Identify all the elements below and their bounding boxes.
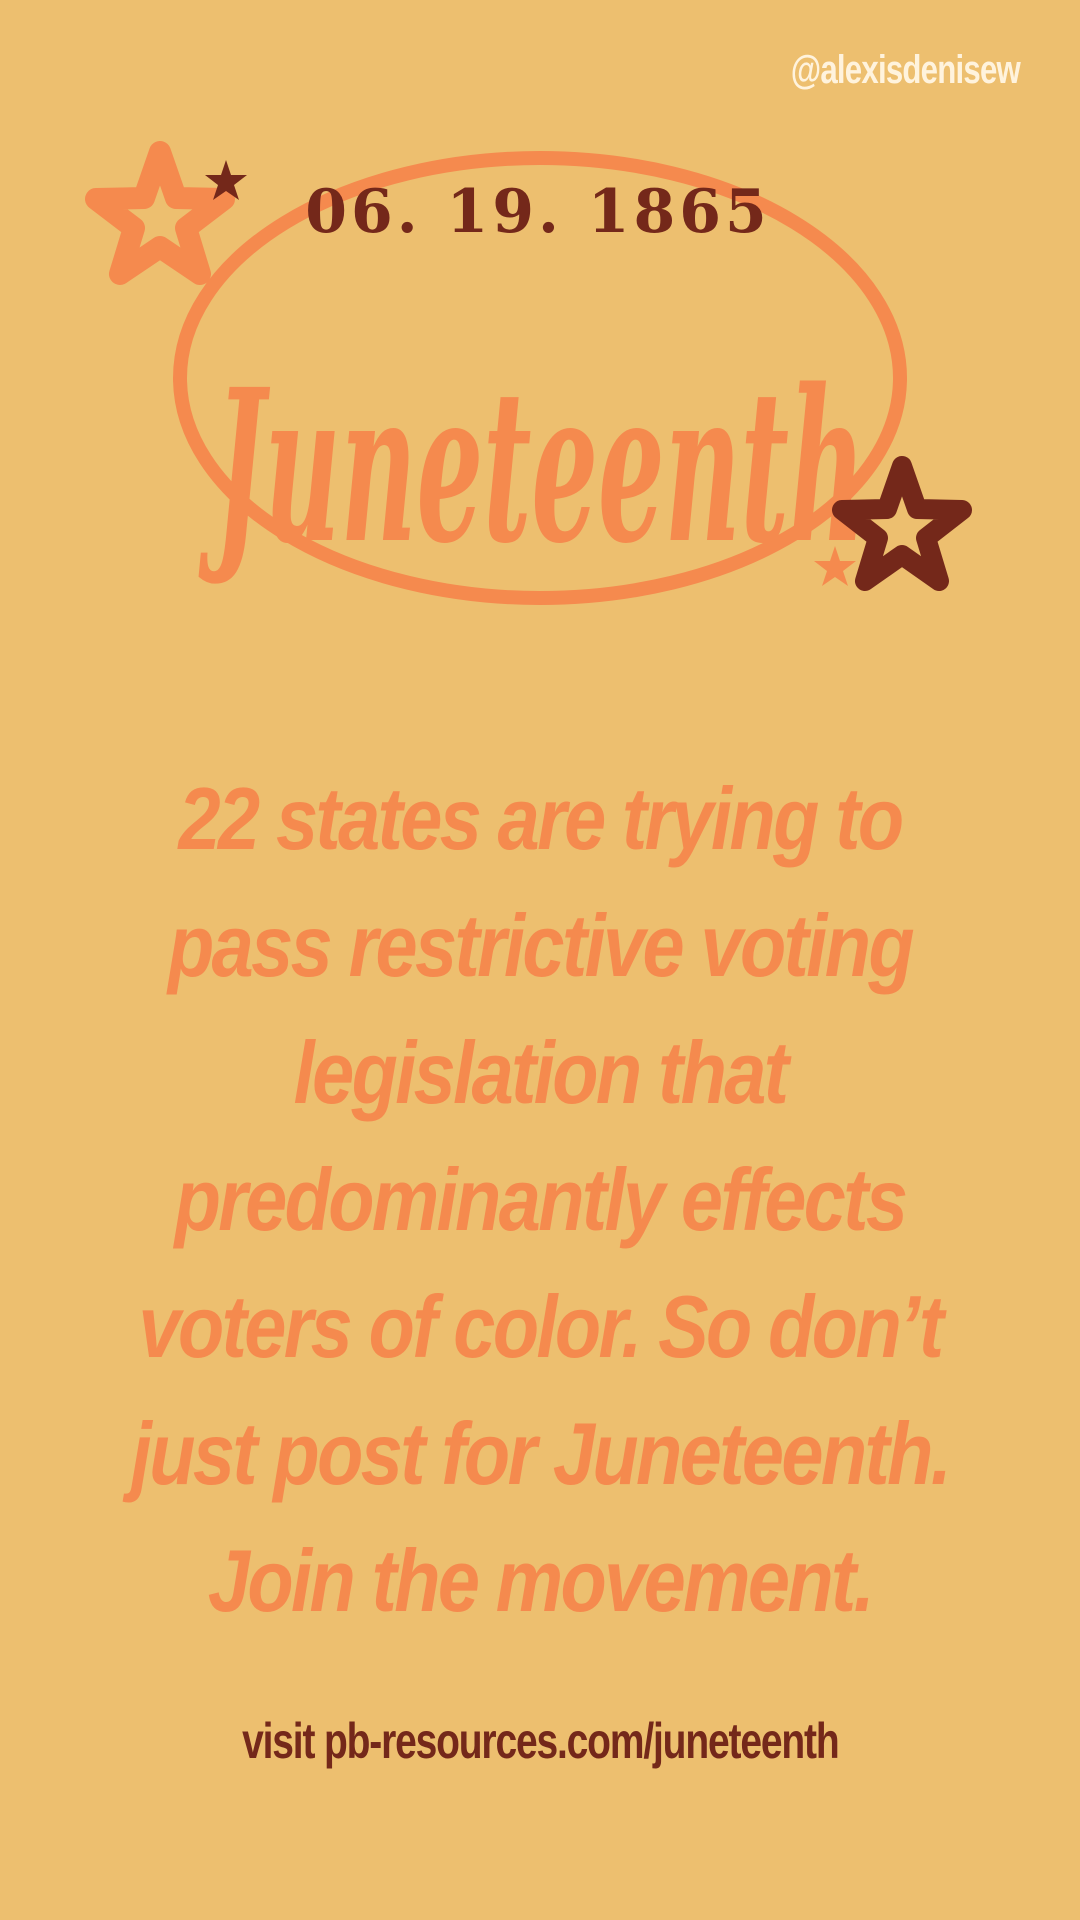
message-text: 22 states are trying to pass restrictive…	[130, 769, 952, 1630]
resource-link-text[interactable]: visit pb-resources.com/juneteenth	[241, 1713, 840, 1769]
juneteenth-logo: 06. 19. 1865 Juneteenth	[0, 130, 1080, 630]
star-icon	[814, 546, 856, 586]
logo-date: 06. 19. 1865	[305, 177, 771, 247]
logo-title: Juneteenth	[198, 343, 865, 590]
resource-link[interactable]: visit pb-resources.com/juneteenth	[0, 1712, 1080, 1770]
author-handle: @alexisdenisew	[790, 48, 1021, 93]
star-icon	[85, 141, 235, 285]
star-icon-shape	[205, 160, 247, 200]
author-handle-text: @alexisdenisew	[790, 48, 1021, 92]
logo-graphic: 06. 19. 1865 Juneteenth	[85, 141, 972, 605]
star-icon	[832, 456, 972, 591]
message-body: 22 states are trying to pass restrictive…	[100, 755, 980, 1644]
star-icon-shape	[814, 546, 856, 586]
star-icon-shape	[832, 456, 972, 591]
star-icon	[205, 160, 247, 200]
logo-oval	[173, 151, 907, 605]
star-icon-shape	[85, 141, 235, 285]
